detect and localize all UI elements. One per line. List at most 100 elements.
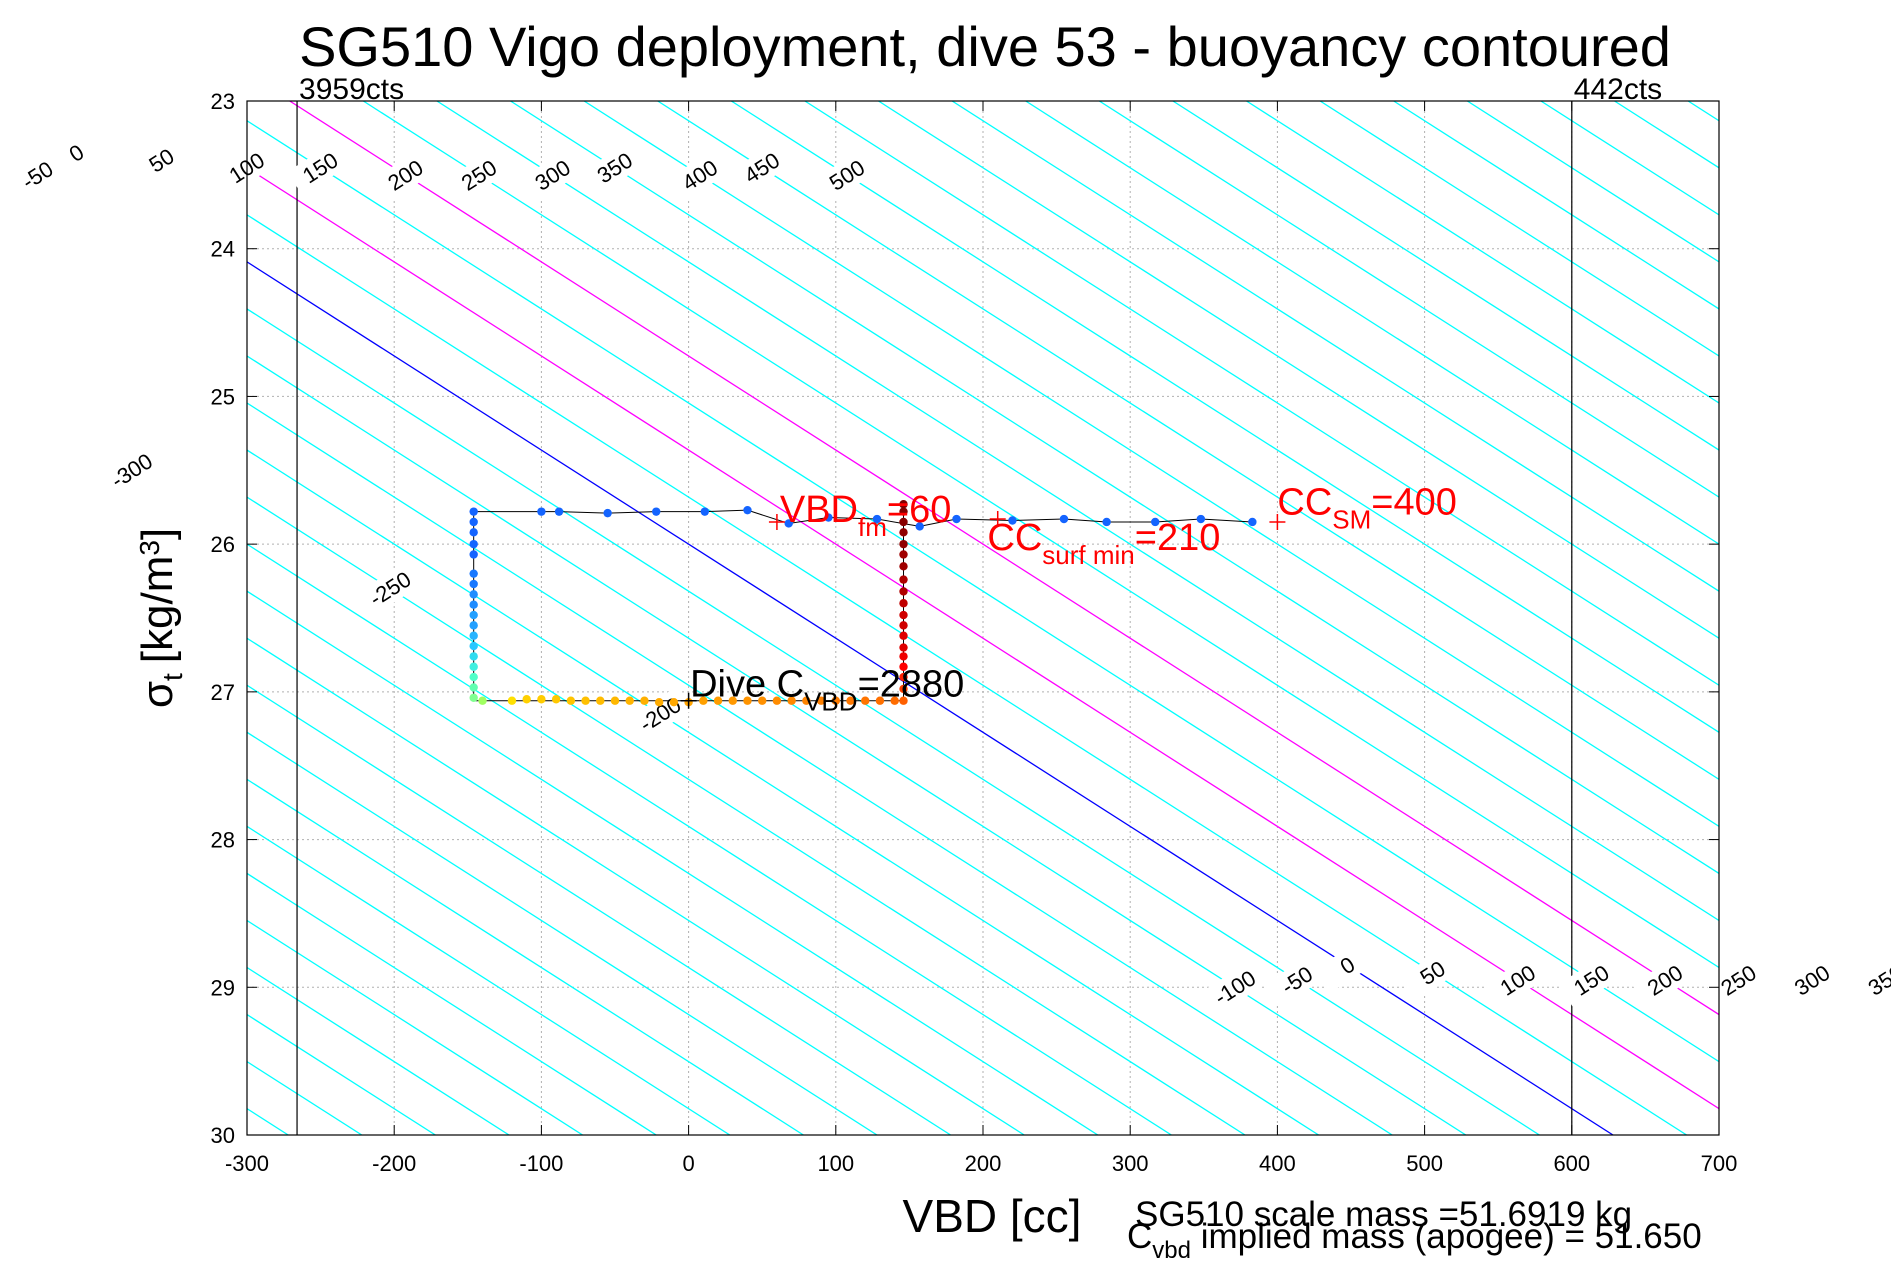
- count-limit-lines: 3959cts 442cts: [296, 73, 1662, 1135]
- contour-line: [951, 101, 1719, 592]
- y-axis-label: σt [kg/m3]: [133, 528, 188, 708]
- data-point: [469, 683, 478, 692]
- data-point: [772, 696, 782, 705]
- y-tick-label: 30: [211, 1123, 235, 1148]
- contour-line: [247, 355, 1467, 1135]
- data-point: [899, 631, 908, 640]
- trajectory-line: [473, 509, 1253, 527]
- contour-line: [1319, 101, 1719, 357]
- data-point: [816, 696, 826, 705]
- contour-line: [247, 167, 1719, 1110]
- annotation-sub: fm: [858, 512, 887, 542]
- annotation-dive-cvbd: Dive CVBD=2880: [690, 663, 964, 716]
- x-tick-label: 200: [965, 1151, 1002, 1176]
- contour-line: [510, 101, 1719, 875]
- contour-label-bg: [1314, 937, 1381, 994]
- data-point: [899, 517, 908, 527]
- contour-line: [247, 308, 1540, 1135]
- data-point: [784, 519, 793, 528]
- plus-marker: [768, 513, 785, 530]
- data-point: [1059, 514, 1069, 524]
- contour-label-bg: [1201, 959, 1268, 1016]
- data-point: [758, 696, 767, 705]
- data-point: [469, 610, 478, 620]
- annotation-main: VBD: [780, 489, 858, 531]
- y-tick-label: 27: [211, 680, 235, 705]
- data-point: [469, 539, 478, 549]
- annotation-main: Dive C: [690, 663, 804, 705]
- data-point: [713, 696, 723, 705]
- data-point: [831, 696, 840, 705]
- data-point: [554, 507, 564, 516]
- data-point: [537, 507, 546, 516]
- contour-line: [247, 496, 1246, 1135]
- data-point: [802, 696, 811, 705]
- contour-label-bg: [1263, 951, 1330, 1008]
- x-tick-label: 0: [682, 1151, 694, 1176]
- contour-label-bg: [43, 124, 109, 181]
- data-point: [566, 696, 576, 705]
- plus-marker: [1269, 513, 1286, 530]
- data-point: [728, 696, 737, 705]
- implied-mass-sub: vbd: [1152, 1237, 1191, 1262]
- contour-label-bg: [1484, 951, 1551, 1008]
- data-point: [469, 569, 478, 578]
- x-tick-label: -300: [225, 1151, 269, 1176]
- x-tick-label: 300: [1112, 1151, 1149, 1176]
- data-point: [654, 697, 664, 707]
- contour-line: [247, 825, 731, 1135]
- data-point: [899, 621, 908, 630]
- y-label-main: σ: [133, 681, 182, 708]
- data-point: [551, 695, 561, 704]
- contour-line: [289, 101, 1719, 1016]
- data-point: [625, 696, 634, 705]
- y-tick-label: 25: [211, 384, 235, 409]
- contour-label-bg: [128, 132, 195, 189]
- data-point: [899, 507, 908, 516]
- data-point: [1008, 516, 1017, 525]
- contour-label-bg: [519, 146, 586, 203]
- contour-line: [247, 684, 951, 1135]
- implied-mass-note: Cvbd implied mass (apogee) = 51.650: [1127, 1217, 1702, 1262]
- x-tick-label: 600: [1553, 1151, 1590, 1176]
- data-point: [899, 684, 908, 694]
- contour-line: [247, 778, 804, 1135]
- data-point: [469, 621, 478, 630]
- contour-line: [247, 543, 1172, 1135]
- contour-line: [730, 101, 1719, 734]
- data-point: [603, 508, 612, 518]
- contour-line: [362, 101, 1719, 969]
- x-tick-label: -200: [372, 1151, 416, 1176]
- y-label-sup: 3: [134, 540, 165, 556]
- x-tick-label: 500: [1406, 1151, 1443, 1176]
- data-point: [787, 696, 796, 705]
- contour-line: [247, 119, 1719, 1063]
- annotation-value: =60: [887, 489, 951, 531]
- data-point: [469, 507, 478, 516]
- data-point: [899, 539, 908, 549]
- data-point: [824, 513, 833, 522]
- scale-mass-note: SG510 scale mass =51.6919 kg: [1135, 1195, 1632, 1234]
- chart-title: SG510 Vigo deployment, dive 53 - buoyanc…: [299, 15, 1671, 78]
- data-point: [700, 507, 709, 516]
- data-point: [1102, 517, 1111, 527]
- contour-line: [1098, 101, 1719, 498]
- annotation-sub: surf min: [1042, 540, 1134, 570]
- y-tick-label: 29: [211, 975, 235, 1000]
- data-point: [596, 696, 605, 705]
- annotation-cc-surf-min: CCsurf min=210: [987, 517, 1220, 570]
- contour-line: [1393, 101, 1719, 310]
- data-point: [581, 696, 590, 705]
- data-point: [899, 500, 908, 509]
- annotation-sub: VBD: [804, 686, 857, 716]
- data-point: [469, 528, 478, 537]
- contour-label-bg: [581, 139, 648, 196]
- data-point: [899, 652, 908, 661]
- data-point: [846, 696, 855, 705]
- data-point: [899, 562, 908, 571]
- y-tick-label: 24: [211, 237, 235, 262]
- data-point: [899, 599, 908, 608]
- data-point: [469, 600, 478, 609]
